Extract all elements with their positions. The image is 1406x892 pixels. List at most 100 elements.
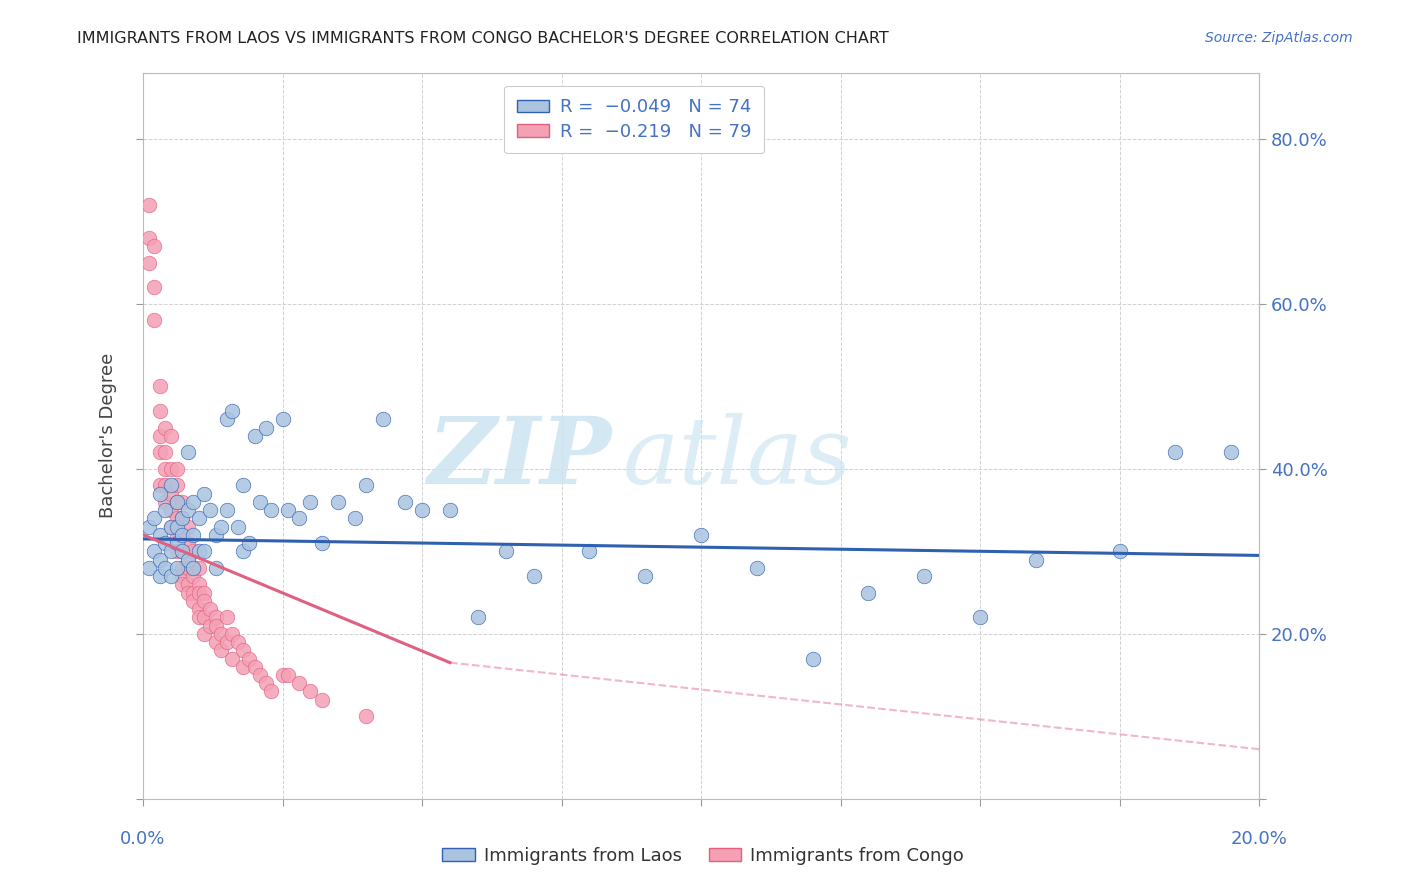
Point: [578, 544, 600, 558]
Point: [1025, 552, 1047, 566]
Point: [187, 544, 209, 558]
Point: [172, 577, 194, 591]
Point: [249, 668, 271, 682]
Point: [160, 503, 183, 517]
Point: [155, 503, 177, 517]
Point: [149, 552, 172, 566]
Point: [439, 503, 461, 517]
Point: [232, 544, 254, 558]
Point: [467, 610, 489, 624]
Point: [143, 544, 166, 558]
Point: [166, 536, 188, 550]
Point: [187, 511, 209, 525]
Point: [176, 503, 198, 517]
Point: [198, 602, 221, 616]
Point: [215, 635, 238, 649]
Point: [143, 511, 166, 525]
Point: [288, 511, 311, 525]
Point: [172, 528, 194, 542]
Legend: Immigrants from Laos, Immigrants from Congo: Immigrants from Laos, Immigrants from Co…: [434, 840, 972, 872]
Point: [221, 404, 243, 418]
Point: [172, 495, 194, 509]
Point: [166, 495, 188, 509]
Point: [215, 412, 238, 426]
Point: [394, 495, 416, 509]
Point: [176, 445, 198, 459]
Point: [166, 495, 188, 509]
Point: [299, 684, 322, 698]
Point: [149, 379, 172, 393]
Point: [143, 239, 166, 253]
Point: [198, 503, 221, 517]
Point: [254, 420, 277, 434]
Point: [204, 635, 226, 649]
Point: [181, 569, 204, 583]
Point: [149, 486, 172, 500]
Point: [344, 511, 367, 525]
Point: [149, 569, 172, 583]
Point: [181, 528, 204, 542]
Point: [243, 429, 266, 443]
Point: [166, 478, 188, 492]
Text: ZIP: ZIP: [427, 413, 612, 502]
Point: [176, 552, 198, 566]
Point: [690, 528, 713, 542]
Point: [160, 429, 183, 443]
Point: [138, 519, 160, 533]
Point: [193, 626, 215, 640]
Point: [745, 561, 768, 575]
Point: [149, 429, 172, 443]
Point: [181, 495, 204, 509]
Point: [172, 561, 194, 575]
Point: [193, 585, 215, 599]
Point: [138, 255, 160, 269]
Point: [912, 569, 935, 583]
Point: [181, 561, 204, 575]
Text: 20.0%: 20.0%: [1230, 830, 1288, 848]
Legend: R =  −0.049   N = 74, R =  −0.219   N = 79: R = −0.049 N = 74, R = −0.219 N = 79: [503, 86, 763, 153]
Point: [204, 561, 226, 575]
Point: [221, 651, 243, 665]
Point: [155, 478, 177, 492]
Point: [226, 635, 249, 649]
Point: [187, 561, 209, 575]
Point: [160, 569, 183, 583]
Point: [160, 519, 183, 533]
Point: [138, 561, 160, 575]
Point: [238, 651, 260, 665]
Point: [232, 643, 254, 657]
Point: [311, 536, 333, 550]
Point: [172, 569, 194, 583]
Point: [311, 692, 333, 706]
Point: [1220, 445, 1243, 459]
Point: [411, 503, 433, 517]
Point: [193, 594, 215, 608]
Point: [181, 585, 204, 599]
Point: [176, 519, 198, 533]
Point: [260, 684, 283, 698]
Text: 0.0%: 0.0%: [121, 830, 166, 848]
Point: [288, 676, 311, 690]
Point: [193, 486, 215, 500]
Point: [1164, 445, 1187, 459]
Point: [858, 585, 880, 599]
Point: [138, 231, 160, 245]
Point: [155, 462, 177, 476]
Point: [271, 668, 294, 682]
Point: [249, 495, 271, 509]
Point: [176, 585, 198, 599]
Point: [181, 594, 204, 608]
Point: [209, 519, 232, 533]
Text: Source: ZipAtlas.com: Source: ZipAtlas.com: [1205, 31, 1353, 45]
Point: [221, 626, 243, 640]
Point: [149, 528, 172, 542]
Point: [238, 536, 260, 550]
Point: [166, 544, 188, 558]
Point: [138, 198, 160, 212]
Point: [232, 659, 254, 673]
Y-axis label: Bachelor's Degree: Bachelor's Degree: [100, 353, 117, 518]
Point: [209, 643, 232, 657]
Point: [176, 561, 198, 575]
Point: [226, 519, 249, 533]
Point: [149, 445, 172, 459]
